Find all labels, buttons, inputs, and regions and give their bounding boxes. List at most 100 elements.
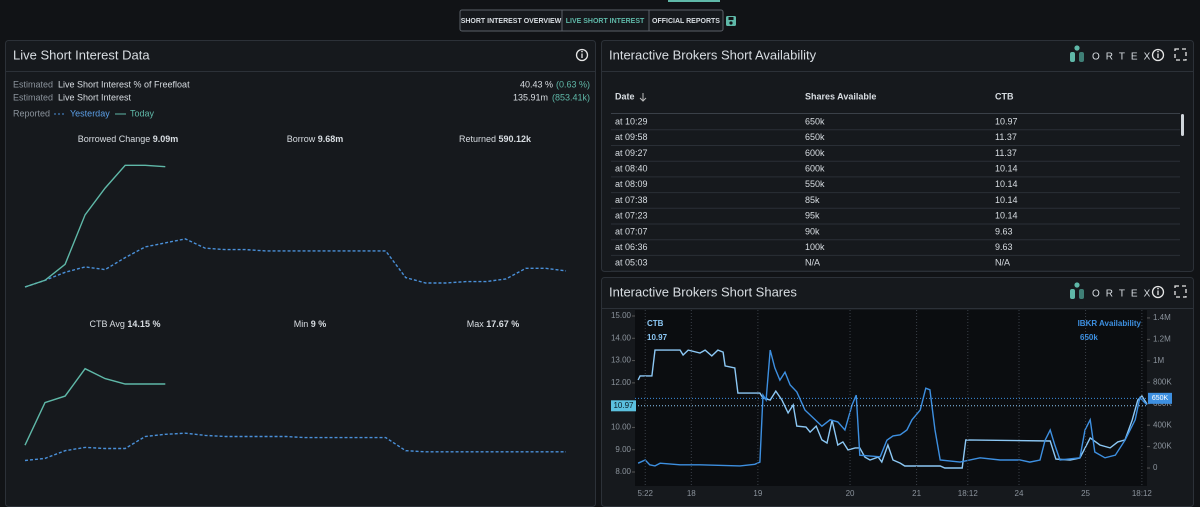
info-icon[interactable] [1151,48,1165,62]
charts: 5:22 18 19 20 21 18:12 24 25 18:12 8.00 9.00 10.00 1… [24,164,1172,498]
scrollbar[interactable] [1181,114,1184,136]
x-tick-label: 5:22 [637,489,653,498]
table-cell: 10.14 [995,163,1018,173]
table-cell: 11.37 [995,132,1017,142]
row-change: (0.63 %) [556,79,590,89]
table-cell: 10.14 [995,211,1018,221]
table-cell: at 07:07 [615,226,648,236]
table-cell: 600k [805,148,825,158]
logo-bar [1070,52,1075,62]
logo-bar [1079,52,1084,62]
tab[interactable]: LIVE SHORT INTEREST [566,18,645,25]
brand: ORTEX [1092,289,1156,300]
column-header: Date [615,91,635,101]
column-header: CTB [995,91,1014,101]
icon-frame [1174,48,1187,61]
y-tick-label: 13.00 [611,356,632,365]
info-icon[interactable] [575,48,589,62]
table-cell: 9.63 [995,226,1013,236]
y-tick-label: 12.00 [611,378,632,387]
stat-label: Min [294,319,309,329]
legend-label: Reported [13,108,50,118]
save-icon[interactable] [726,16,736,26]
y-tick-label: 14.00 [611,333,632,342]
table-cell: at 09:27 [615,148,648,158]
tab[interactable]: SHORT INTEREST OVERVIEW [461,18,562,25]
row-label: Live Short Interest % of Freefloat [58,79,190,89]
stat-label: Borrow [287,134,316,144]
fullscreen-icon[interactable] [1174,48,1187,61]
table-cell: 10.14 [995,195,1018,205]
table-cell: 95k [805,211,820,221]
info-icon[interactable] [1151,285,1165,299]
stats-row: CTB Avg 14.15 % Min 9 % Max 17.67 % [90,319,520,329]
stat-value: 590.12k [499,134,533,144]
table-cell: at 10:29 [615,116,648,126]
line-series [637,349,1148,467]
axis-badge-label: 650K [1152,395,1169,402]
stat-value: 17.67 % [486,319,519,329]
y2-tick-label: 400K [1153,420,1172,429]
series-value: 650k [1080,333,1098,342]
row-prefix: Estimated [13,79,53,89]
active-indicator [668,0,720,2]
x-tick-label: 19 [753,489,762,498]
axis-badge [611,400,636,412]
stats-row: Borrowed Change 9.09m Borrow 9.68m Returne… [78,134,532,144]
stat: CTB Avg 14.15 % [90,319,161,329]
brand: ORTEX [1092,52,1156,63]
table-cell: at 09:58 [615,132,648,142]
panel-title: Live Short Interest Data [13,47,150,62]
stat-label: CTB Avg [90,319,125,329]
stat: Returned 590.12k [459,134,532,144]
table-cell: N/A [995,258,1010,268]
table-cell: 10.97 [995,116,1018,126]
x-tick-label: 18 [687,489,696,498]
logo-dot [1074,45,1080,51]
legend-entry: Today [130,108,155,118]
icon-dot [1157,287,1159,290]
table-cell: 650k [805,116,825,126]
y-tick-label: 8.00 [615,467,631,476]
table-cell: at 07:38 [615,195,648,205]
series-label: CTB [647,319,664,328]
table-cell: 85k [805,195,820,205]
table-cell: at 06:36 [615,242,648,252]
stat: Borrowed Change 9.09m [78,134,179,144]
panel-title: Interactive Brokers Short Shares [609,284,797,299]
y2-tick-label: 800K [1153,377,1172,386]
row-value: 40.43 % [520,79,553,89]
brand-logo: ORTEX [1070,282,1187,300]
line-series [24,367,166,446]
stat-label: Max [467,319,485,329]
table-cell: 90k [805,226,820,236]
y-tick-label: 9.00 [615,445,631,454]
stat: Min 9 % [294,319,327,329]
y2-tick-label: 1M [1153,356,1164,365]
series-label: IBKR Availability [1078,319,1142,328]
stat-value: 14.15 % [127,319,160,329]
table-cell: at 05:03 [615,258,648,268]
row-value: 135.91m [513,92,548,102]
axis-badge-label: 10.97 [613,401,634,410]
icon-frame [1174,285,1187,298]
table-cell: 650k [805,132,825,142]
brand-logo: ORTEX [1070,45,1187,63]
table-cell: at 08:09 [615,179,648,189]
table-cell: 10.14 [995,179,1018,189]
table-cell: N/A [805,258,820,268]
tab[interactable]: OFFICIAL REPORTS [652,18,720,25]
panel-title: Interactive Brokers Short Availability [609,47,817,62]
line-series [24,164,166,288]
row-prefix: Estimated [13,92,53,102]
table-cell: 11.37 [995,148,1017,158]
icon-ring [1151,285,1165,299]
icon-dot [1157,50,1159,53]
legend-entry: Yesterday [70,108,110,118]
axis-badge [1148,392,1172,404]
y2-tick-label: 1.4M [1153,313,1171,322]
sort-arrow[interactable] [639,93,647,102]
x-tick-label: 18:12 [1132,489,1153,498]
fullscreen-icon[interactable] [1174,285,1187,298]
logo-dot [1074,282,1080,288]
